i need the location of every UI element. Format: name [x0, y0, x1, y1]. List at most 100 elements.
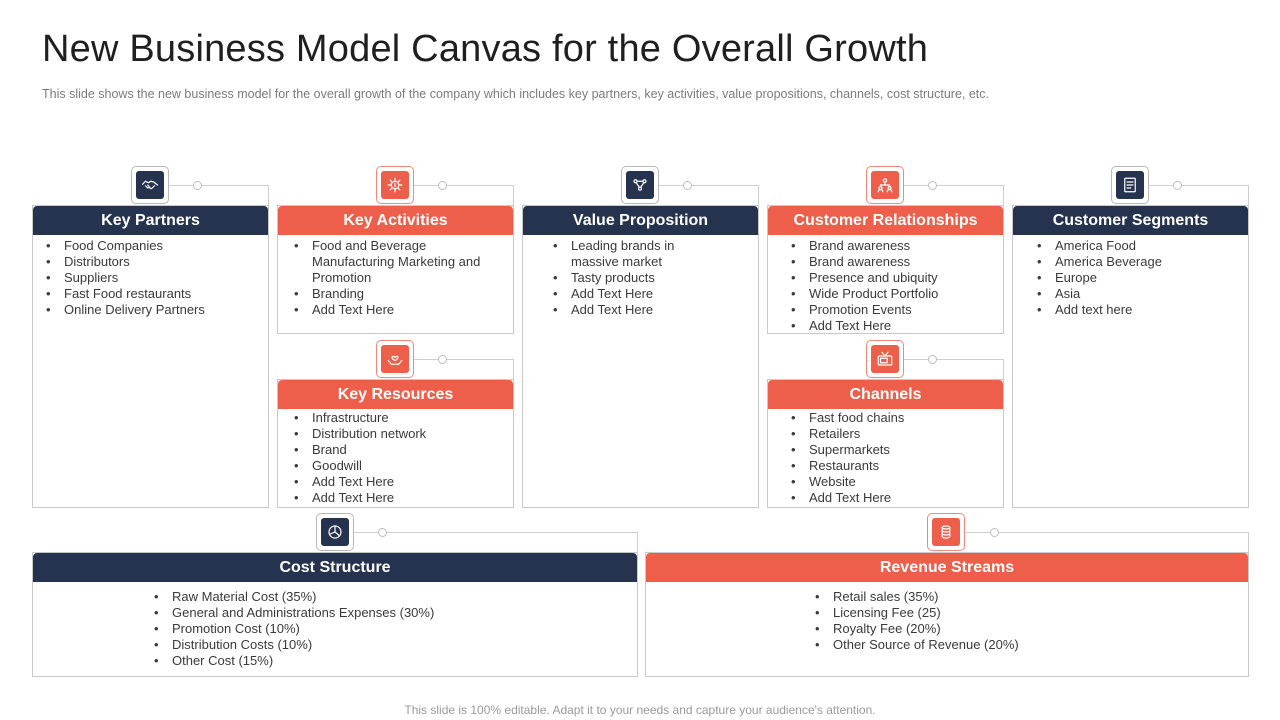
channels-box: Channels Fast food chains Retailers Supe…: [767, 379, 1004, 508]
list-item: Distributors: [44, 254, 259, 270]
list-item: America Food: [1035, 238, 1235, 254]
list-item: Add Text Here: [292, 474, 507, 490]
list-item: Add Text Here: [789, 318, 999, 334]
pie-globe-icon: [316, 513, 354, 551]
gear-dollar-icon: [376, 166, 414, 204]
connector-line: [268, 185, 269, 205]
key-resources-header: Key Resources: [278, 380, 513, 409]
key-partners-list: Food Companies Distributors Suppliers Fa…: [44, 238, 259, 318]
list-item: Wide Product Portfolio: [789, 286, 999, 302]
connector-dot: [928, 181, 937, 190]
list-item: Leading brands in massive market: [551, 238, 701, 270]
list-item: Add Text Here: [551, 286, 701, 302]
connector-dot: [378, 528, 387, 537]
connector-line: [1003, 185, 1004, 205]
list-item: Retail sales (35%): [813, 589, 1073, 605]
list-item: Suppliers: [44, 270, 259, 286]
list-item: Add text here: [1035, 302, 1235, 318]
connector-line: [414, 185, 514, 186]
list-item: Brand awareness: [789, 254, 999, 270]
connector-line: [1248, 185, 1249, 205]
connector-line: [1149, 185, 1249, 186]
list-item: Promotion Events: [789, 302, 999, 318]
list-item: Restaurants: [789, 458, 999, 474]
list-item: Royalty Fee (20%): [813, 621, 1073, 637]
list-item: Food Companies: [44, 238, 259, 254]
connector-dot: [1173, 181, 1182, 190]
list-item: Licensing Fee (25): [813, 605, 1073, 621]
cost-structure-header: Cost Structure: [33, 553, 637, 582]
connector-line: [513, 185, 514, 205]
tv-icon: [866, 340, 904, 378]
list-item: Brand awareness: [789, 238, 999, 254]
channels-header: Channels: [768, 380, 1003, 409]
customer-relationships-box: Customer Relationships Brand awareness B…: [767, 205, 1004, 334]
cost-structure-list: Raw Material Cost (35%) General and Admi…: [152, 589, 482, 669]
list-item: Distribution Costs (10%): [152, 637, 482, 653]
connector-line: [904, 185, 1004, 186]
connector-dot: [438, 181, 447, 190]
key-activities-header: Key Activities: [278, 206, 513, 235]
list-item: Branding: [292, 286, 492, 302]
connector-dot: [438, 355, 447, 364]
list-item: Europe: [1035, 270, 1235, 286]
list-item: Asia: [1035, 286, 1235, 302]
connector-line: [1003, 359, 1004, 379]
list-item: Add Text Here: [292, 302, 492, 318]
handshake-icon: [131, 166, 169, 204]
list-item: Goodwill: [292, 458, 507, 474]
list-item: Online Delivery Partners: [44, 302, 259, 318]
people-hierarchy-icon: [866, 166, 904, 204]
customer-segments-header: Customer Segments: [1013, 206, 1248, 235]
network-icon: [621, 166, 659, 204]
list-item: Fast food chains: [789, 410, 999, 426]
connector-line: [904, 359, 1004, 360]
document-list-icon: [1111, 166, 1149, 204]
list-item: Raw Material Cost (35%): [152, 589, 482, 605]
customer-segments-box: Customer Segments America Food America B…: [1012, 205, 1249, 508]
customer-relationships-list: Brand awareness Brand awareness Presence…: [789, 238, 999, 334]
revenue-streams-box: Revenue Streams Retail sales (35%) Licen…: [645, 552, 1249, 677]
list-item: General and Administrations Expenses (30…: [152, 605, 482, 621]
connector-line: [169, 185, 269, 186]
value-proposition-list: Leading brands in massive market Tasty p…: [551, 238, 701, 318]
list-item: Other Cost (15%): [152, 653, 482, 669]
list-item: Add Text Here: [789, 490, 999, 506]
page-subtitle: This slide shows the new business model …: [42, 87, 989, 101]
key-partners-header: Key Partners: [33, 206, 268, 235]
connector-dot: [193, 181, 202, 190]
coin-stack-icon: [927, 513, 965, 551]
list-item: Food and Beverage Manufacturing Marketin…: [292, 238, 492, 286]
list-item: Supermarkets: [789, 442, 999, 458]
connector-line: [1248, 532, 1249, 552]
list-item: Presence and ubiquity: [789, 270, 999, 286]
list-item: Retailers: [789, 426, 999, 442]
list-item: Add Text Here: [292, 490, 507, 506]
list-item: Brand: [292, 442, 507, 458]
connector-line: [354, 532, 638, 533]
list-item: Distribution network: [292, 426, 507, 442]
revenue-streams-list: Retail sales (35%) Licensing Fee (25) Ro…: [813, 589, 1073, 653]
customer-relationships-header: Customer Relationships: [768, 206, 1003, 235]
key-resources-list: Infrastructure Distribution network Bran…: [292, 410, 507, 506]
page-title: New Business Model Canvas for the Overal…: [42, 28, 929, 70]
connector-line: [659, 185, 759, 186]
list-item: Tasty products: [551, 270, 701, 286]
value-proposition-header: Value Proposition: [523, 206, 758, 235]
connector-line: [414, 359, 514, 360]
list-item: America Beverage: [1035, 254, 1235, 270]
channels-list: Fast food chains Retailers Supermarkets …: [789, 410, 999, 506]
hands-heart-icon: [376, 340, 414, 378]
key-activities-list: Food and Beverage Manufacturing Marketin…: [292, 238, 492, 318]
list-item: Other Source of Revenue (20%): [813, 637, 1073, 653]
list-item: Website: [789, 474, 999, 490]
list-item: Infrastructure: [292, 410, 507, 426]
connector-dot: [928, 355, 937, 364]
key-resources-box: Key Resources Infrastructure Distributio…: [277, 379, 514, 508]
connector-line: [966, 532, 1249, 533]
list-item: Fast Food restaurants: [44, 286, 259, 302]
connector-line: [758, 185, 759, 205]
list-item: Promotion Cost (10%): [152, 621, 482, 637]
value-proposition-box: Value Proposition Leading brands in mass…: [522, 205, 759, 508]
footer-note: This slide is 100% editable. Adapt it to…: [404, 703, 876, 717]
